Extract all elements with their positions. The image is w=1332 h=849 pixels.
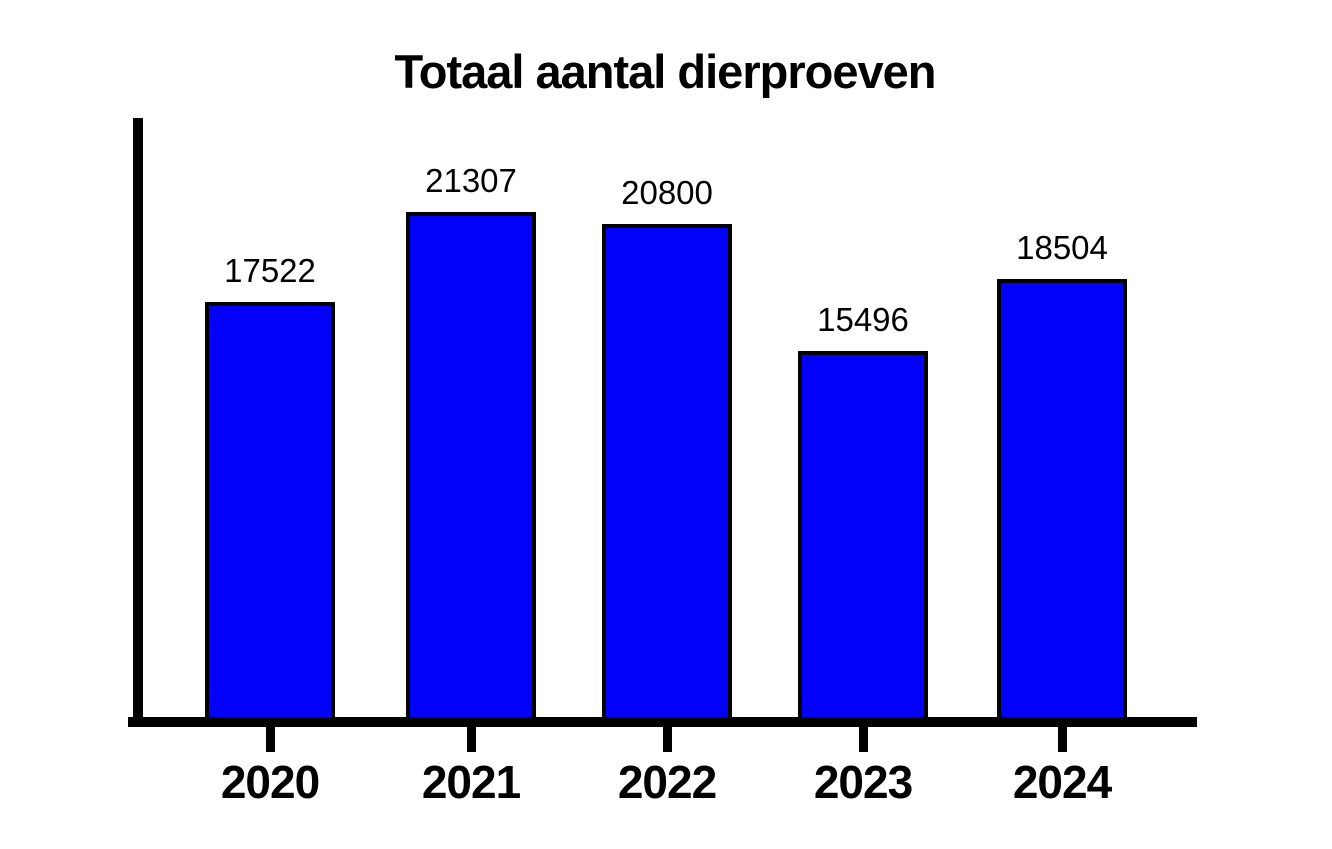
x-axis-tick	[265, 724, 275, 752]
x-axis-label: 2022	[617, 756, 717, 808]
x-axis-tick	[466, 724, 476, 752]
bar-value-label: 21307	[425, 162, 517, 199]
bar-value-label: 18504	[1016, 229, 1108, 266]
x-axis-label: 2023	[813, 756, 913, 808]
bar-2021	[406, 212, 536, 721]
x-axis-tick	[858, 724, 868, 752]
bar-2024	[997, 279, 1127, 721]
x-axis	[128, 717, 1197, 727]
x-axis-label: 2021	[421, 756, 521, 808]
x-axis-tick	[1057, 724, 1067, 752]
bar-2020	[205, 302, 335, 721]
bar-2023	[798, 351, 928, 721]
bar-2022	[602, 224, 732, 721]
chart-title: Totaal aantal dierproeven	[394, 45, 937, 98]
x-axis-label: 2020	[220, 756, 320, 808]
bar-value-label: 17522	[224, 252, 316, 289]
y-axis	[133, 118, 143, 727]
x-axis-label: 2024	[1012, 756, 1112, 808]
bar-value-label: 15496	[817, 301, 909, 338]
x-axis-tick	[662, 724, 672, 752]
bar-value-label: 20800	[621, 174, 713, 211]
